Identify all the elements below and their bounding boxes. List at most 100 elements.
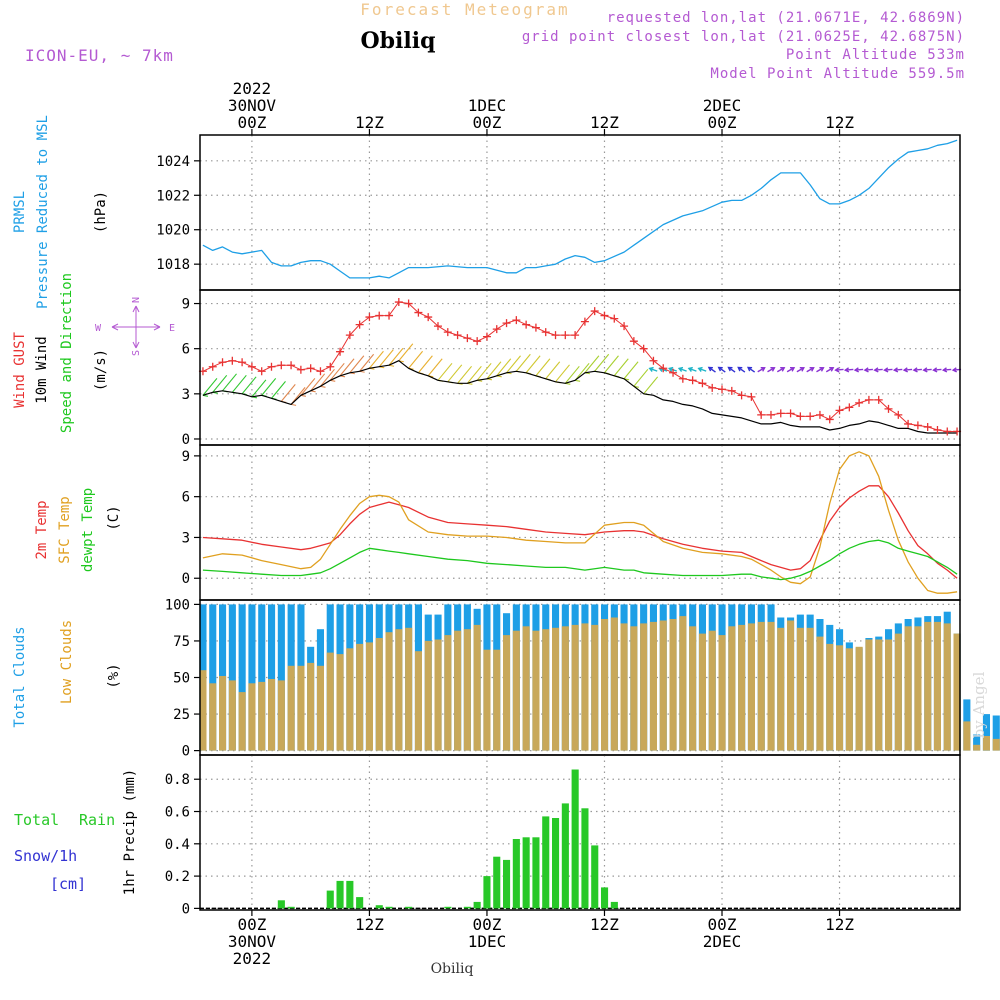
rain-bar: [356, 897, 364, 909]
total-cloud-bar: [258, 604, 266, 751]
low-cloud-bar: [836, 645, 844, 751]
low-cloud-bar: [816, 636, 824, 751]
low-cloud-bar: [885, 639, 893, 751]
low-cloud-bar: [669, 619, 677, 751]
gust-marker: [326, 362, 335, 371]
rain-bar: [561, 803, 569, 909]
wind-arrow-head: [873, 367, 879, 373]
y-tick-label: 0.6: [165, 805, 190, 821]
info-model-altitude: Model Point Altitude 559.5m: [710, 66, 965, 82]
low-cloud-bar: [483, 649, 491, 751]
rain-bar: [532, 837, 540, 909]
low-cloud-bar: [414, 651, 422, 751]
low-cloud-bar: [561, 626, 569, 751]
rain-bar: [610, 901, 618, 909]
wind-flag: [202, 377, 218, 396]
low-cloud-bar: [297, 665, 305, 751]
wind-flag: [222, 373, 237, 392]
wind-arrow-head: [892, 367, 899, 373]
low-cloud-bar: [552, 627, 560, 751]
gust-marker: [482, 332, 491, 341]
info-requested-coords: requested lon,lat (21.0671E, 42.6869N): [607, 10, 965, 26]
gust-marker: [218, 358, 227, 367]
wind-arrow-head: [697, 366, 703, 372]
wind-label-speed-dir: Speed and Direction: [59, 273, 75, 433]
rain-bar: [522, 837, 530, 909]
y-tick-label: 25: [173, 707, 190, 723]
low-cloud-bar: [522, 626, 530, 751]
low-cloud-bar: [238, 692, 246, 751]
bottom-time-label: 00Z: [237, 915, 266, 934]
wind-flag: [486, 361, 502, 380]
wind-flag: [300, 377, 316, 396]
rain-bar: [287, 906, 295, 909]
low-cloud-bar: [757, 621, 765, 751]
rain-bar: [493, 856, 501, 909]
top-time-label: 12Z: [590, 113, 619, 132]
gust-marker: [473, 337, 482, 346]
low-cloud-bar: [248, 683, 256, 751]
gust-marker: [345, 331, 354, 340]
gust-marker: [737, 391, 746, 400]
gust-marker: [277, 361, 286, 370]
wind-flag: [633, 368, 649, 387]
gust-marker: [531, 323, 540, 332]
clouds-panel: 0 25 50 75 100 Total Clouds Low Clouds (%): [12, 597, 1000, 760]
gust-marker: [629, 337, 638, 346]
wind-arrow-head: [770, 367, 776, 372]
wind-flag: [506, 355, 521, 374]
compass-north: N: [131, 297, 142, 303]
low-cloud-bar: [395, 629, 403, 751]
total-cloud-bar: [209, 604, 217, 751]
low-cloud-bar: [649, 621, 657, 751]
wind-arrow-head: [843, 367, 850, 373]
rain-bar: [277, 900, 285, 909]
low-cloud-bar: [865, 639, 873, 751]
wind-flag: [398, 343, 414, 362]
rain-bar: [385, 906, 393, 909]
low-cloud-bar: [356, 643, 364, 751]
clouds-y-ticks: 0 25 50 75 100: [165, 597, 200, 760]
gust-marker: [659, 364, 668, 373]
wind-arrow-head: [941, 367, 948, 373]
wind-flag: [388, 347, 404, 366]
low-cloud-bar: [738, 624, 746, 751]
compass-east: E: [169, 323, 175, 334]
low-cloud-bar: [571, 624, 579, 751]
low-cloud-bar: [228, 680, 236, 751]
low-cloud-bar: [924, 621, 932, 751]
gust-marker: [590, 307, 599, 316]
gust-marker: [943, 427, 952, 436]
gust-marker: [835, 406, 844, 415]
low-cloud-bar: [630, 626, 638, 751]
rain-bar: [542, 816, 550, 909]
rain-bar: [405, 906, 413, 909]
wind-arrow-head: [829, 367, 835, 372]
wind-arrow-head: [863, 367, 869, 373]
low-cloud-bar: [454, 630, 462, 751]
y-tick-label: 50: [173, 671, 190, 687]
prmsl-line: [202, 139, 958, 279]
gust-marker: [257, 367, 266, 376]
low-cloud-bar: [982, 736, 990, 751]
bottom-time-label: 12Z: [355, 915, 384, 934]
gust-marker: [316, 367, 325, 376]
gust-marker: [727, 386, 736, 395]
low-cloud-bar: [718, 635, 726, 751]
low-cloud-bar: [904, 626, 912, 751]
wind-arrow-head: [737, 366, 743, 372]
wind-arrow-head: [809, 367, 815, 372]
gust-marker: [551, 331, 560, 340]
wind-flag: [261, 377, 277, 396]
wind-arrow-head: [648, 366, 654, 372]
low-cloud-bar: [434, 639, 442, 751]
low-cloud-bar: [258, 681, 266, 751]
total-cloud-bar: [973, 734, 981, 751]
gust-marker: [512, 316, 521, 325]
low-cloud-bar: [747, 623, 755, 751]
wind-flag: [320, 368, 335, 387]
wind-10m-line: [202, 360, 958, 434]
wind-flag: [447, 364, 463, 383]
footer-location: Obiliq: [431, 961, 474, 977]
top-time-label: 2DEC: [703, 96, 742, 115]
